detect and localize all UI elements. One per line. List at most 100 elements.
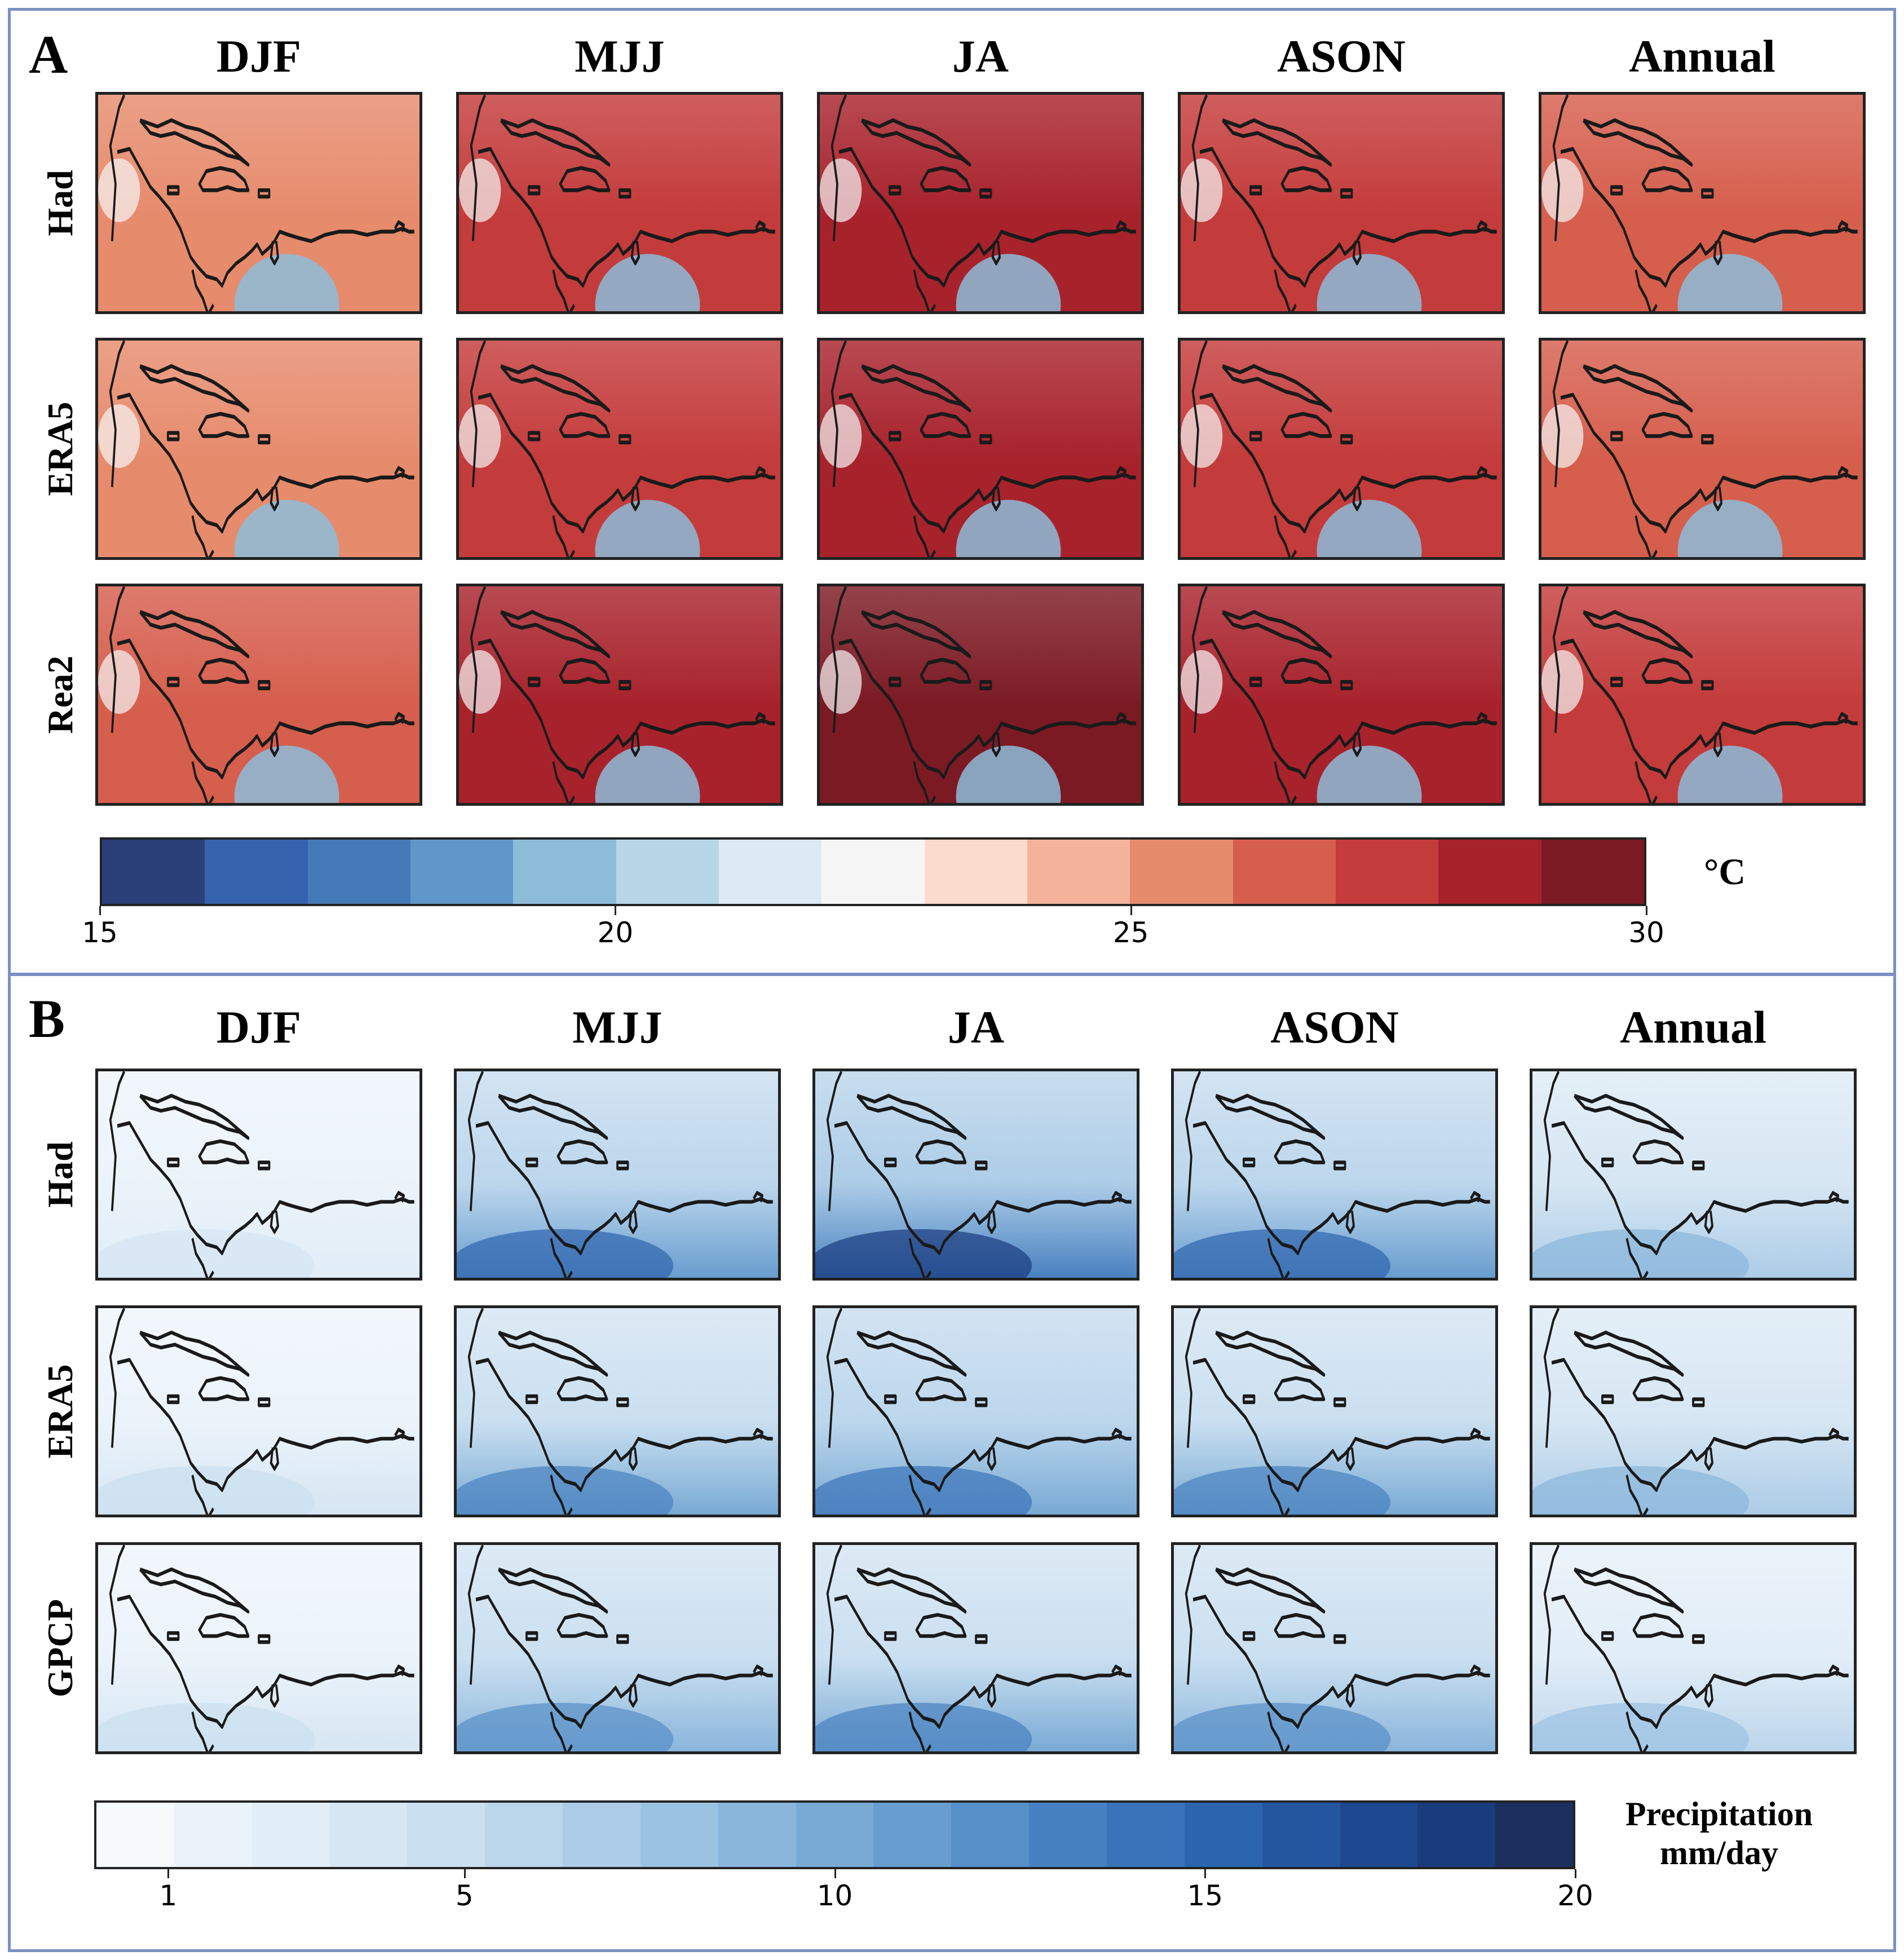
coastline bbox=[470, 341, 775, 557]
coastline bbox=[470, 95, 775, 311]
row-header-era5: ERA5 bbox=[40, 401, 80, 496]
colorbar-swatch bbox=[1184, 1803, 1262, 1867]
map-field bbox=[815, 1071, 1137, 1278]
wet-region bbox=[1174, 1229, 1391, 1278]
map-had-annual bbox=[1530, 1069, 1857, 1281]
colorbar-swatch bbox=[485, 1803, 563, 1867]
colorbar-swatch bbox=[1495, 1803, 1574, 1867]
highland-anomaly bbox=[820, 158, 862, 222]
coastline bbox=[830, 341, 1136, 557]
colorbar-swatch bbox=[1130, 840, 1233, 904]
colorbar-swatch bbox=[205, 840, 308, 904]
colorbar-swatch bbox=[1027, 840, 1130, 904]
colorbar-swatch bbox=[1340, 1803, 1418, 1867]
cool-anomaly bbox=[1317, 254, 1422, 311]
colorbar-swatch bbox=[96, 1803, 174, 1867]
coastline bbox=[830, 586, 1136, 803]
colorbar-swatch bbox=[951, 1803, 1030, 1867]
column-header-annual: Annual bbox=[1620, 1001, 1766, 1053]
map-field bbox=[1541, 586, 1863, 803]
colorbar-tick-label: 5 bbox=[455, 1879, 474, 1912]
map-field bbox=[815, 1308, 1137, 1515]
coastline bbox=[1543, 1308, 1849, 1515]
colorbar-tick-label: 1 bbox=[159, 1879, 178, 1912]
map-era5-ason bbox=[1171, 1305, 1498, 1517]
colorbar-tick-mark bbox=[834, 1869, 836, 1878]
colorbar-swatch bbox=[513, 840, 616, 904]
panel-a: A DJF MJJ JA ASON Annual Had ERA5 Rea2 °C 15 20 2… bbox=[8, 8, 1896, 975]
cool-anomaly bbox=[595, 254, 700, 311]
map-field bbox=[1181, 586, 1502, 803]
colorbar-tick-label: 20 bbox=[597, 916, 634, 949]
colorbar-swatch bbox=[873, 1803, 952, 1867]
colorbar-tick-mark bbox=[615, 906, 617, 915]
wet-region bbox=[98, 1702, 315, 1751]
column-header-ason: ASON bbox=[1277, 30, 1406, 82]
column-header-mjj: MJJ bbox=[572, 1001, 662, 1053]
highland-anomaly bbox=[1181, 158, 1223, 222]
coastline bbox=[1543, 1071, 1849, 1278]
colorbar-swatch bbox=[718, 840, 822, 904]
coastline bbox=[1191, 341, 1497, 557]
colorbar-swatch bbox=[1029, 1803, 1107, 1867]
colorbar-tick-label: 15 bbox=[82, 916, 118, 949]
map-had-djf bbox=[95, 92, 422, 314]
colorbar-swatch bbox=[718, 1803, 796, 1867]
colorbar-tick-label: 10 bbox=[816, 1879, 853, 1912]
map-had-ja bbox=[812, 1069, 1139, 1281]
map-gpcp-ason bbox=[1171, 1542, 1498, 1754]
panel-b: B DJF MJJ JA ASON Annual Had ERA5 GPCP Precipit… bbox=[8, 973, 1896, 1952]
coastline bbox=[826, 1308, 1132, 1515]
colorbar-tick-mark bbox=[1130, 906, 1132, 915]
map-era5-annual bbox=[1539, 338, 1866, 560]
colorbar-tick-label: 25 bbox=[1112, 916, 1149, 949]
highland-anomaly bbox=[98, 158, 140, 222]
wet-region bbox=[457, 1229, 674, 1278]
wet-region bbox=[1174, 1702, 1391, 1751]
colorbar-swatch bbox=[796, 1803, 874, 1867]
coastline bbox=[109, 586, 414, 803]
wet-region bbox=[1532, 1702, 1750, 1751]
map-had-djf bbox=[95, 1069, 422, 1281]
temperature-colorbar bbox=[100, 837, 1646, 906]
cool-anomaly bbox=[595, 745, 700, 803]
panel-a-label: A bbox=[29, 24, 68, 85]
cool-anomaly bbox=[1317, 745, 1422, 803]
coastline bbox=[467, 1308, 773, 1515]
map-era5-ason bbox=[1178, 338, 1505, 560]
colorbar-swatch bbox=[640, 1803, 718, 1867]
coastline bbox=[1185, 1545, 1490, 1751]
map-field bbox=[1541, 341, 1863, 557]
map-rea2-ja bbox=[817, 584, 1144, 806]
highland-anomaly bbox=[820, 404, 862, 468]
map-field bbox=[98, 586, 419, 803]
cool-anomaly bbox=[1677, 500, 1783, 557]
colorbar-swatch bbox=[410, 840, 514, 904]
map-rea2-mjj bbox=[456, 584, 783, 806]
map-field bbox=[1181, 95, 1502, 311]
coastline bbox=[1191, 586, 1497, 803]
row-header-era5: ERA5 bbox=[40, 1364, 80, 1459]
map-field bbox=[1181, 341, 1502, 557]
row-header-rea2: Rea2 bbox=[40, 655, 80, 734]
coastline bbox=[1543, 1545, 1849, 1751]
map-field bbox=[457, 1071, 778, 1278]
map-era5-ja bbox=[817, 338, 1144, 560]
map-rea2-djf bbox=[95, 584, 422, 806]
cool-anomaly bbox=[234, 500, 339, 557]
wet-region bbox=[98, 1465, 315, 1515]
map-had-ason bbox=[1178, 92, 1505, 314]
colorbar-swatch bbox=[1541, 840, 1644, 904]
coastline bbox=[1191, 95, 1497, 311]
map-rea2-ason bbox=[1178, 584, 1505, 806]
precipitation-unit: Precipitation mm/day bbox=[1589, 1795, 1849, 1873]
colorbar-swatch bbox=[251, 1803, 330, 1867]
wet-region bbox=[457, 1702, 674, 1751]
map-had-ason bbox=[1171, 1069, 1498, 1281]
map-field bbox=[98, 341, 419, 557]
column-header-annual: Annual bbox=[1629, 30, 1775, 82]
highland-anomaly bbox=[459, 158, 501, 222]
cool-anomaly bbox=[956, 254, 1061, 311]
highland-anomaly bbox=[1181, 650, 1223, 714]
map-had-annual bbox=[1539, 92, 1866, 314]
